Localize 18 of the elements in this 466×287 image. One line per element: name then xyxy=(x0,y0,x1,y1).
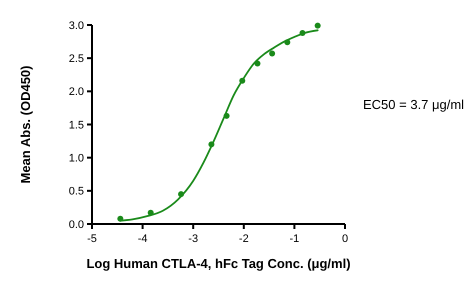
x-tick-label: 0 xyxy=(342,233,348,245)
text: EC50 = 3.7 μg/ml xyxy=(363,97,464,112)
x-axis-title: Log Human CTLA-4, hFc Tag Conc. (μg/ml) xyxy=(86,256,351,271)
y-axis-title: Mean Abs. (OD450) xyxy=(18,66,33,184)
y-tick-label: 0.0 xyxy=(68,218,84,231)
point xyxy=(314,22,321,29)
x-tick-label: -2 xyxy=(238,233,249,245)
y-tick-label: 3.0 xyxy=(68,20,84,32)
y-tick-label: 0.5 xyxy=(68,186,84,198)
point xyxy=(269,50,276,57)
y-tick-label: 1.0 xyxy=(68,152,84,165)
x-tick-label: -1 xyxy=(290,233,300,245)
y-tick-label: 1.5 xyxy=(68,119,84,132)
x-tick-label: -4 xyxy=(138,233,148,245)
y-tick-label: 2.5 xyxy=(68,53,84,66)
y-tick-label: 2.0 xyxy=(68,86,84,98)
x-tick-label: -3 xyxy=(188,233,198,245)
x-tick-label: -5 xyxy=(87,233,97,245)
